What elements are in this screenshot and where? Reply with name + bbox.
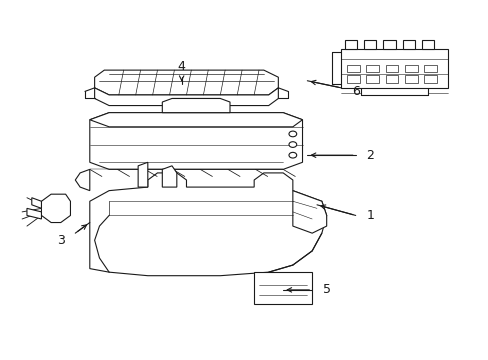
Bar: [366, 65, 378, 72]
Text: 3: 3: [57, 234, 64, 247]
Polygon shape: [402, 40, 414, 49]
Polygon shape: [138, 162, 147, 187]
Polygon shape: [90, 173, 326, 276]
Polygon shape: [32, 198, 41, 208]
Bar: [366, 76, 378, 82]
Bar: [385, 65, 397, 72]
Polygon shape: [75, 169, 90, 191]
Polygon shape: [41, 194, 70, 222]
Polygon shape: [421, 40, 434, 49]
Polygon shape: [383, 40, 395, 49]
Polygon shape: [292, 191, 326, 233]
Bar: [385, 76, 397, 82]
Circle shape: [288, 152, 296, 158]
Polygon shape: [95, 70, 278, 95]
Polygon shape: [162, 99, 229, 113]
Bar: [346, 76, 359, 82]
Circle shape: [288, 142, 296, 147]
Bar: [404, 65, 417, 72]
Bar: [424, 76, 436, 82]
Text: 1: 1: [366, 209, 373, 222]
Polygon shape: [341, 49, 447, 88]
Polygon shape: [90, 113, 302, 169]
Polygon shape: [27, 208, 41, 219]
Polygon shape: [95, 88, 278, 105]
Polygon shape: [254, 272, 311, 304]
Text: 4: 4: [177, 60, 185, 73]
Bar: [424, 65, 436, 72]
Polygon shape: [363, 40, 376, 49]
Polygon shape: [90, 113, 302, 127]
Bar: [346, 65, 359, 72]
Circle shape: [288, 131, 296, 137]
Text: 6: 6: [351, 85, 359, 98]
Bar: [404, 76, 417, 82]
Text: 5: 5: [322, 283, 330, 296]
Polygon shape: [344, 40, 356, 49]
Polygon shape: [162, 166, 177, 187]
Text: 2: 2: [366, 149, 373, 162]
